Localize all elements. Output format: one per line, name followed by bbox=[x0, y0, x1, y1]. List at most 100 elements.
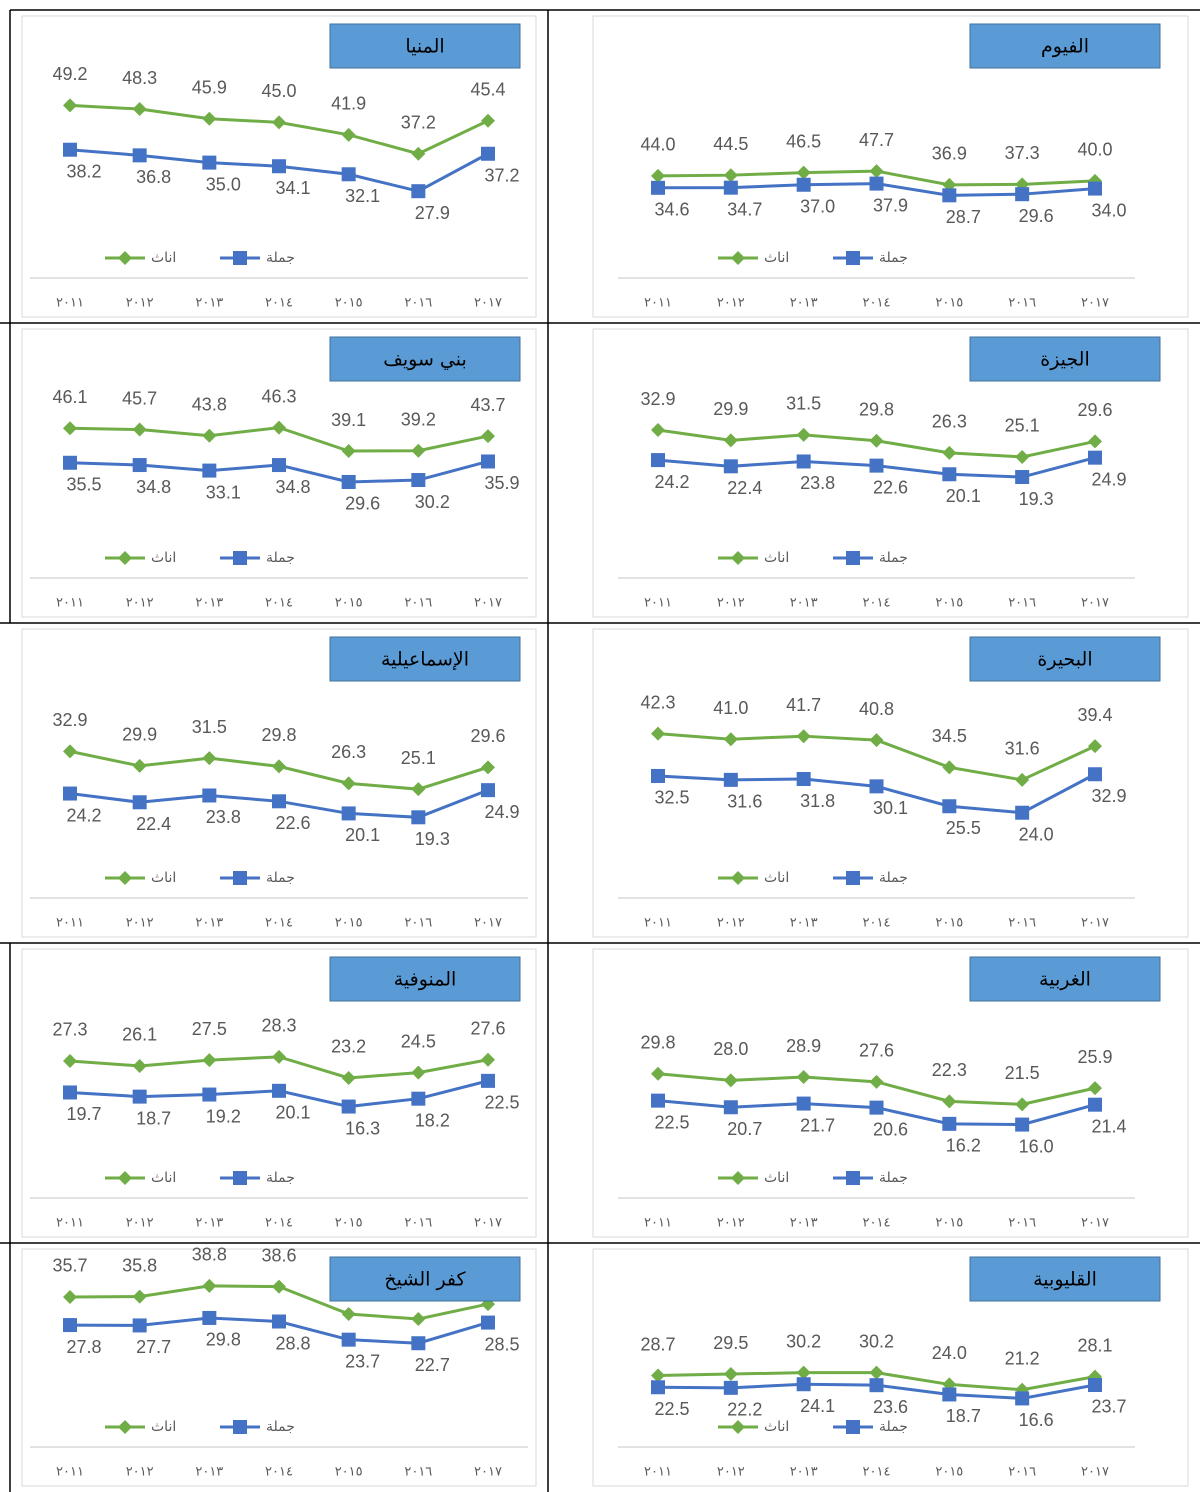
x-tick-label: ٢٠١٦ bbox=[404, 296, 432, 311]
point bbox=[723, 180, 738, 195]
point bbox=[796, 1365, 811, 1380]
data-label: 24.9 bbox=[1091, 469, 1126, 489]
x-tick-label: ٢٠١٣ bbox=[195, 916, 223, 931]
chart: ٢٠١١ ٢٠١٢ ٢٠١٣ ٢٠١٤ ٢٠١٥ ٢٠١٦ ٢٠١٧ 27.3 26.1 27.5… bbox=[21, 948, 537, 1238]
x-tick-label: ٢٠١٣ bbox=[195, 296, 223, 311]
x-tick-label: ٢٠١٣ bbox=[195, 1465, 223, 1480]
data-label: 38.2 bbox=[66, 161, 101, 181]
data-label: 27.5 bbox=[192, 1019, 227, 1039]
x-tick-label: ٢٠١٣ bbox=[790, 596, 818, 611]
data-label: 35.9 bbox=[484, 473, 519, 493]
point bbox=[341, 1332, 356, 1347]
data-label: 45.7 bbox=[122, 388, 157, 408]
point bbox=[796, 1070, 811, 1085]
legend-marker bbox=[846, 551, 860, 565]
point bbox=[723, 168, 738, 183]
chart-frame bbox=[21, 628, 537, 938]
x-tick-label: ٢٠١١ bbox=[644, 596, 672, 611]
data-label: 30.2 bbox=[415, 492, 450, 512]
data-label: 41.0 bbox=[713, 698, 748, 718]
data-label: 32.9 bbox=[52, 710, 87, 730]
point bbox=[341, 167, 356, 182]
point bbox=[481, 1052, 495, 1067]
point bbox=[869, 164, 884, 179]
title-box bbox=[969, 636, 1161, 682]
data-label: 31.8 bbox=[800, 791, 835, 811]
point bbox=[723, 1380, 738, 1395]
point bbox=[63, 421, 77, 436]
chart-title: الفيوم bbox=[1041, 36, 1089, 58]
data-label: 22.5 bbox=[654, 1112, 689, 1132]
legend-label: اناث bbox=[764, 1419, 789, 1435]
title-box bbox=[329, 336, 521, 382]
data-label: 47.7 bbox=[859, 130, 894, 150]
data-label: 29.8 bbox=[640, 1032, 675, 1052]
x-tick-label: ٢٠١٢ bbox=[717, 916, 745, 931]
data-label: 22.7 bbox=[415, 1355, 450, 1375]
legend-label: اناث bbox=[764, 250, 789, 266]
chart-title: بني سويف bbox=[383, 349, 467, 371]
point bbox=[411, 1065, 426, 1080]
chart-title: البحيرة bbox=[1037, 649, 1092, 671]
data-label: 45.9 bbox=[192, 77, 227, 97]
data-label: 25.5 bbox=[946, 818, 981, 838]
point bbox=[63, 744, 77, 759]
point bbox=[942, 1094, 957, 1109]
point bbox=[202, 788, 217, 803]
title-box bbox=[329, 1256, 521, 1302]
point bbox=[869, 176, 884, 191]
data-label: 23.8 bbox=[800, 473, 835, 493]
data-label: 37.2 bbox=[401, 112, 436, 132]
chart: ٢٠١١ ٢٠١٢ ٢٠١٣ ٢٠١٤ ٢٠١٥ ٢٠١٦ ٢٠١٧ 29.8 28.0 28.9… bbox=[592, 948, 1189, 1238]
point bbox=[796, 1377, 811, 1392]
point bbox=[723, 1100, 738, 1115]
x-tick-label: ٢٠١٦ bbox=[404, 916, 432, 931]
point bbox=[272, 420, 286, 435]
point bbox=[341, 444, 356, 459]
x-tick-label: ٢٠١٥ bbox=[935, 1465, 963, 1480]
data-label: 26.3 bbox=[331, 742, 366, 762]
chart: ٢٠١١ ٢٠١٢ ٢٠١٣ ٢٠١٤ ٢٠١٥ ٢٠١٦ ٢٠١٧ 49.2 48.3 45.9… bbox=[21, 15, 537, 318]
data-label: 46.3 bbox=[261, 386, 296, 406]
point bbox=[63, 1085, 77, 1100]
chart-frame bbox=[592, 15, 1189, 318]
data-label: 27.8 bbox=[66, 1337, 101, 1357]
x-tick-label: ٢٠١٧ bbox=[474, 916, 502, 931]
point bbox=[869, 1378, 884, 1393]
point bbox=[1015, 187, 1030, 202]
x-tick-label: ٢٠١٢ bbox=[717, 296, 745, 311]
point bbox=[723, 772, 738, 787]
point bbox=[796, 427, 811, 442]
data-label: 42.3 bbox=[640, 692, 675, 712]
point bbox=[1088, 739, 1102, 754]
data-label: 32.5 bbox=[654, 788, 689, 808]
data-label: 37.0 bbox=[800, 197, 835, 217]
data-label: 19.2 bbox=[206, 1106, 241, 1126]
legend-label: جملة bbox=[879, 550, 908, 566]
point bbox=[411, 1336, 426, 1351]
point bbox=[411, 443, 426, 458]
point bbox=[341, 1099, 356, 1114]
x-tick-label: ٢٠١٦ bbox=[1008, 916, 1036, 931]
data-label: 19.3 bbox=[415, 829, 450, 849]
x-tick-label: ٢٠١٢ bbox=[717, 596, 745, 611]
point bbox=[132, 422, 147, 437]
chart-title: القليوبية bbox=[1033, 1269, 1097, 1291]
x-tick-label: ٢٠١٤ bbox=[863, 1465, 891, 1480]
data-label: 24.1 bbox=[800, 1396, 835, 1416]
chart-frame bbox=[592, 948, 1189, 1238]
x-tick-label: ٢٠١٢ bbox=[717, 1465, 745, 1480]
point bbox=[651, 726, 665, 741]
x-tick-label: ٢٠١٤ bbox=[863, 296, 891, 311]
point bbox=[942, 445, 957, 460]
chart: ٢٠١١ ٢٠١٢ ٢٠١٣ ٢٠١٤ ٢٠١٥ ٢٠١٦ ٢٠١٧ 35.7 35.8 38.8… bbox=[21, 1245, 537, 1487]
data-label: 20.1 bbox=[275, 1103, 310, 1123]
point bbox=[272, 458, 286, 473]
point bbox=[341, 776, 356, 791]
title-box bbox=[969, 956, 1161, 1002]
data-label: 28.1 bbox=[1077, 1335, 1112, 1355]
point bbox=[63, 1318, 77, 1333]
point bbox=[869, 1100, 884, 1115]
legend-label: جملة bbox=[879, 1419, 908, 1435]
chart-title: كفر الشيخ bbox=[384, 1269, 466, 1291]
